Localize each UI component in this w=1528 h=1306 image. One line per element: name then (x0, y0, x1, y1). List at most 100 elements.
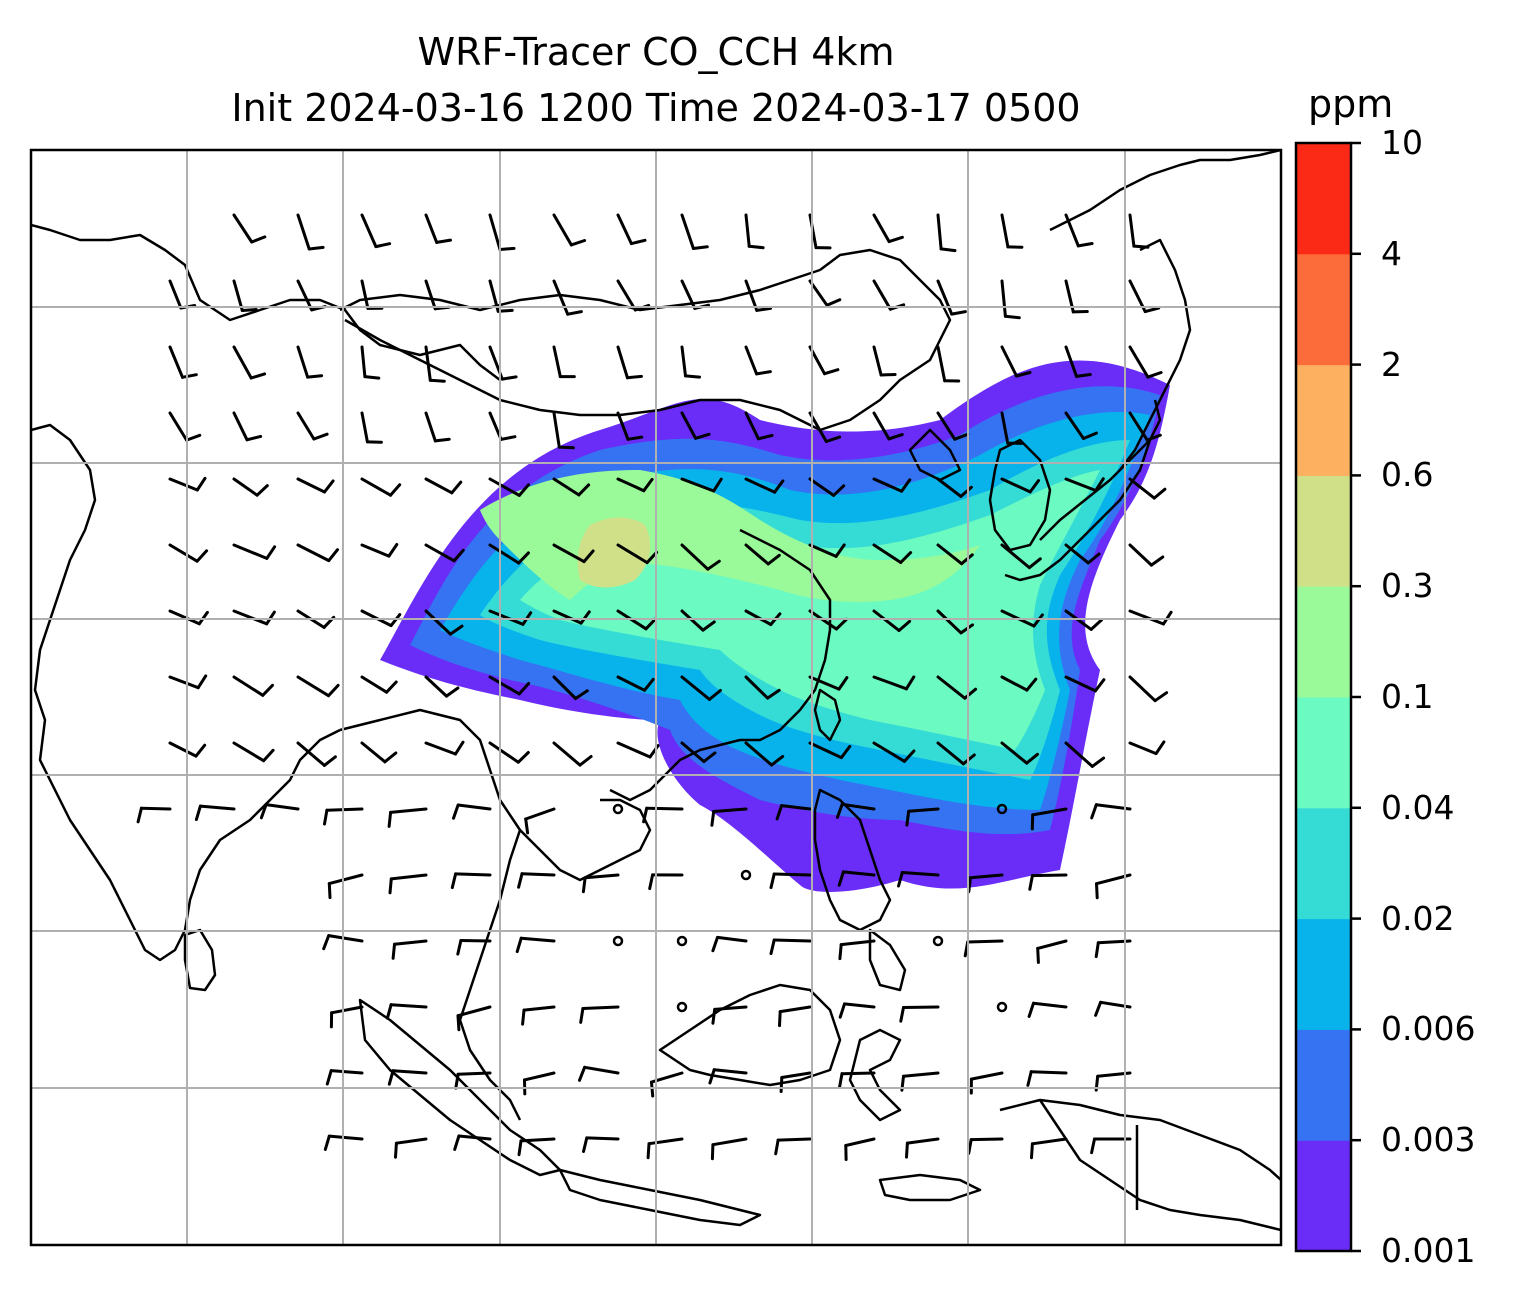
wind-barb (1028, 873, 1068, 891)
wind-barb (967, 873, 1004, 894)
wind-barb (774, 1137, 812, 1156)
wind-barb (711, 1005, 748, 1025)
wind-barb (711, 935, 748, 953)
colorbar-frame (1294, 141, 1353, 1253)
wind-barb (424, 740, 465, 756)
colorbar-tick-label: 2 (1381, 344, 1402, 384)
wind-barb (872, 477, 912, 493)
wind-barb (424, 543, 465, 563)
colorbar-segment (1296, 1140, 1351, 1252)
wind-barb (1000, 279, 1021, 320)
wind-barb (360, 411, 383, 444)
wind-barb (454, 1071, 492, 1090)
wind-barb (394, 1137, 428, 1159)
wind-barb (769, 872, 812, 890)
wind-barb (194, 804, 236, 821)
wind-barb (456, 1005, 492, 1032)
wind-barb (676, 1001, 688, 1013)
colorbar-tick-label: 10 (1381, 123, 1423, 162)
wind-barb (740, 869, 752, 881)
wind-barb (488, 741, 530, 764)
colorbar-tick-label: 0.3 (1381, 566, 1434, 606)
wind-barb (488, 675, 531, 696)
wind-barb (296, 345, 324, 379)
wind-barb (552, 675, 589, 700)
wind-barb (552, 543, 595, 564)
coastline-srilanka (183, 928, 217, 992)
wind-barb (744, 543, 781, 566)
wind-barb (969, 1071, 1004, 1095)
wind-barb (838, 1002, 876, 1019)
wind-barb (808, 741, 852, 760)
wind-barb (616, 675, 655, 692)
wind-barb (996, 1001, 1008, 1013)
wind-barb (837, 870, 876, 887)
colorbar-segment (1296, 697, 1351, 809)
wind-barb (488, 213, 516, 251)
wind-barb (296, 675, 340, 698)
wind-barb (232, 411, 263, 442)
wind-barb (1000, 213, 1024, 249)
wind-barb (680, 411, 711, 440)
wind-barb (296, 213, 325, 251)
wind-barb (744, 345, 772, 376)
wind-barb (360, 345, 381, 380)
wind-barb (1128, 740, 1166, 756)
wind-barb (424, 675, 460, 698)
wind-barb (552, 741, 593, 767)
coastline-philippines (813, 788, 907, 992)
wind-barb (168, 543, 209, 563)
wind-barb (710, 1137, 748, 1161)
wind-barb (325, 1069, 364, 1086)
wind-barb (808, 477, 846, 497)
coastline-sumatra (358, 998, 562, 1177)
gridlines (31, 150, 1281, 1245)
wind-barb (936, 213, 957, 253)
wind-barb (872, 345, 897, 377)
wind-barb (259, 803, 300, 820)
wind-barb (808, 543, 846, 558)
wind-barb (524, 807, 556, 835)
wind-barb (844, 1137, 876, 1161)
colorbar-tick-label: 0.1 (1381, 677, 1434, 716)
wind-barb (1030, 1137, 1068, 1160)
colorbar-tick-label: 0.006 (1381, 1009, 1476, 1049)
wind-barb (424, 477, 463, 495)
colorbar-segment (1296, 364, 1351, 476)
wind-barb (424, 411, 451, 443)
wind-barb (744, 477, 785, 494)
colorbar-segment (1296, 1029, 1351, 1141)
wind-barb (360, 213, 392, 249)
wind-barb (1027, 1001, 1068, 1018)
wind-barb (872, 609, 912, 632)
wind-barb (779, 1071, 812, 1093)
coastline-china-north (339, 248, 952, 432)
wind-barb (680, 213, 709, 250)
colorbar-tick-label: 0.003 (1381, 1120, 1476, 1160)
wind-barb (648, 873, 684, 891)
wind-barb (1000, 741, 1039, 765)
wind-barb (872, 411, 904, 441)
wind-barb (1064, 675, 1106, 693)
wind-barb (1030, 807, 1068, 831)
wind-barb (616, 411, 644, 441)
wind-barb (232, 543, 277, 560)
map-frame (29, 148, 1283, 1247)
wind-barb (680, 543, 721, 571)
wind-barb (552, 411, 575, 450)
coastline-taiwan (813, 688, 842, 742)
colorbar-segment (1296, 143, 1351, 255)
wind-barb (936, 543, 974, 566)
wind-barb (1128, 477, 1167, 500)
wind-barb (1128, 543, 1165, 567)
wind-barb (1000, 675, 1038, 692)
plume-band-0.3 (577, 517, 651, 588)
wind-barb (296, 543, 339, 563)
wind-barb (1064, 411, 1098, 440)
wind-barb (872, 675, 916, 691)
wind-barb (1128, 345, 1163, 379)
wind-barb (1000, 411, 1024, 445)
wind-barb (168, 411, 202, 442)
wind-barb (552, 345, 576, 379)
wind-barb (488, 543, 530, 565)
